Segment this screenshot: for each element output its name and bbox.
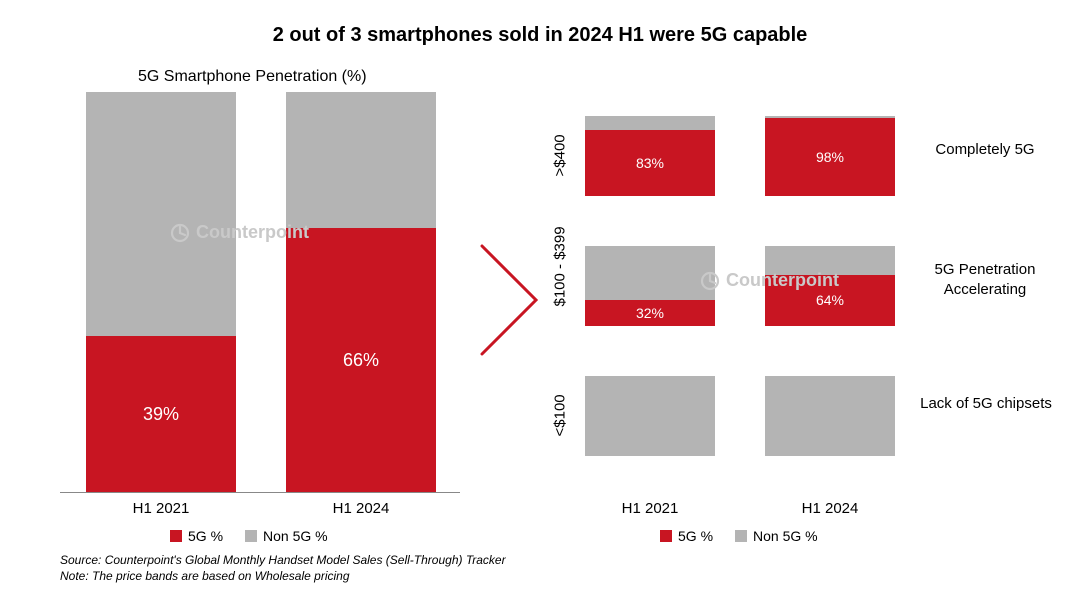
row-caption: Lack of 5G chipsets (906, 394, 1066, 414)
legend-label-5g: 5G % (188, 528, 223, 544)
footer-line2: Note: The price bands are based on Whole… (60, 568, 506, 584)
right-x-label: H1 2024 (765, 500, 895, 517)
row-caption: Completely 5G (910, 140, 1060, 160)
left-x-axis (60, 492, 460, 493)
right-bar-non5g-segment (765, 376, 895, 456)
footer-source: Source: Counterpoint's Global Monthly Ha… (60, 552, 506, 584)
right-bar-5g-segment: 64% (765, 275, 895, 326)
right-bar-5g-segment: 32% (585, 300, 715, 326)
legend-swatch-non5g (245, 530, 257, 542)
right-bar-non5g-segment (585, 116, 715, 130)
right-x-label: H1 2021 (585, 500, 715, 517)
left-bar-h1-2021: 39% (86, 92, 236, 492)
legend-swatch-5g (170, 530, 182, 542)
arrow-icon (476, 240, 542, 360)
price-band-label: >$400 (552, 137, 569, 177)
left-bar-h1-2024: 66% (286, 92, 436, 492)
right-bar (765, 376, 895, 456)
right-bar-5g-segment: 83% (585, 130, 715, 196)
right-bar-5g-label: 98% (816, 149, 844, 165)
legend-label-5g: 5G % (678, 528, 713, 544)
left-bar-5g-label: 39% (143, 404, 179, 425)
right-bar-5g-label: 64% (816, 292, 844, 308)
left-x-label: H1 2021 (86, 500, 236, 517)
left-bar-5g-segment: 66% (286, 228, 436, 492)
left-bar-non5g-segment (286, 92, 436, 228)
right-bar-non5g-segment (765, 246, 895, 275)
right-bar: 83% (585, 116, 715, 196)
legend-right: 5G % Non 5G % (660, 528, 818, 544)
left-bar-5g-label: 66% (343, 350, 379, 371)
right-bar: 64% (765, 246, 895, 326)
right-bar-non5g-segment (585, 246, 715, 300)
legend-label-non5g: Non 5G % (753, 528, 818, 544)
left-bar-non5g-segment (86, 92, 236, 336)
right-bar-non5g-segment (585, 376, 715, 456)
right-bar-5g-label: 83% (636, 155, 664, 171)
legend-left: 5G % Non 5G % (170, 528, 328, 544)
price-band-label: <$100 (552, 397, 569, 437)
left-chart-subtitle: 5G Smartphone Penetration (%) (138, 68, 367, 86)
price-band-label: $100 - $399 (552, 267, 569, 307)
right-bar-5g-segment: 98% (765, 118, 895, 196)
legend-swatch-5g (660, 530, 672, 542)
right-bar (585, 376, 715, 456)
right-bar-5g-label: 32% (636, 305, 664, 321)
left-x-label: H1 2024 (286, 500, 436, 517)
page-title: 2 out of 3 smartphones sold in 2024 H1 w… (0, 24, 1080, 47)
right-bar: 32% (585, 246, 715, 326)
page: 2 out of 3 smartphones sold in 2024 H1 w… (0, 0, 1080, 613)
legend-swatch-non5g (735, 530, 747, 542)
row-caption: 5G Penetration Accelerating (910, 260, 1060, 301)
right-bar: 98% (765, 116, 895, 196)
left-bar-5g-segment: 39% (86, 336, 236, 492)
legend-label-non5g: Non 5G % (263, 528, 328, 544)
footer-line1: Source: Counterpoint's Global Monthly Ha… (60, 552, 506, 568)
